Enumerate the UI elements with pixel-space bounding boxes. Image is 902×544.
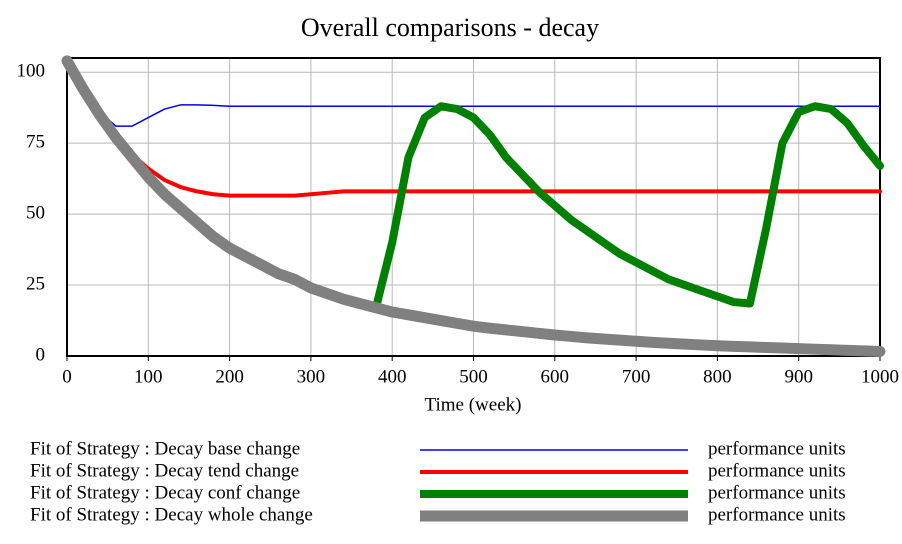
x-tick-label: 400 bbox=[378, 366, 407, 387]
x-tick-label: 800 bbox=[703, 366, 732, 387]
series-line bbox=[66, 60, 881, 127]
legend-label: Fit of Strategy : Decay conf change bbox=[30, 482, 300, 503]
x-tick-label: 500 bbox=[459, 366, 488, 387]
x-tick-label: 700 bbox=[622, 366, 651, 387]
legend-label: Fit of Strategy : Decay tend change bbox=[30, 460, 299, 481]
legend-label: Fit of Strategy : Decay whole change bbox=[30, 504, 313, 525]
plot-frame bbox=[66, 57, 881, 357]
x-tick-label: 100 bbox=[134, 366, 163, 387]
x-tick-label: 900 bbox=[784, 366, 813, 387]
legend-units: performance units bbox=[708, 504, 846, 525]
legend-label: Fit of Strategy : Decay base change bbox=[30, 438, 300, 459]
legend-units: performance units bbox=[708, 438, 846, 459]
legend-units: performance units bbox=[708, 482, 846, 503]
x-tick-label: 200 bbox=[215, 366, 244, 387]
y-tick-label: 25 bbox=[26, 273, 45, 294]
series-line bbox=[61, 55, 886, 357]
series-line bbox=[65, 58, 882, 198]
y-tick-label: 50 bbox=[26, 202, 45, 223]
x-tick-label: 0 bbox=[62, 366, 72, 387]
y-tick-label: 0 bbox=[36, 344, 46, 365]
x-axis-label: Time (week) bbox=[425, 394, 522, 415]
x-tick-label: 600 bbox=[541, 366, 570, 387]
x-tick-label: 300 bbox=[297, 366, 326, 387]
legend-units: performance units bbox=[708, 460, 846, 481]
chart-title: Overall comparisons - decay bbox=[301, 13, 599, 42]
y-tick-label: 75 bbox=[26, 132, 45, 153]
y-tick-label: 100 bbox=[17, 61, 46, 82]
x-tick-label: 1000 bbox=[861, 366, 899, 387]
